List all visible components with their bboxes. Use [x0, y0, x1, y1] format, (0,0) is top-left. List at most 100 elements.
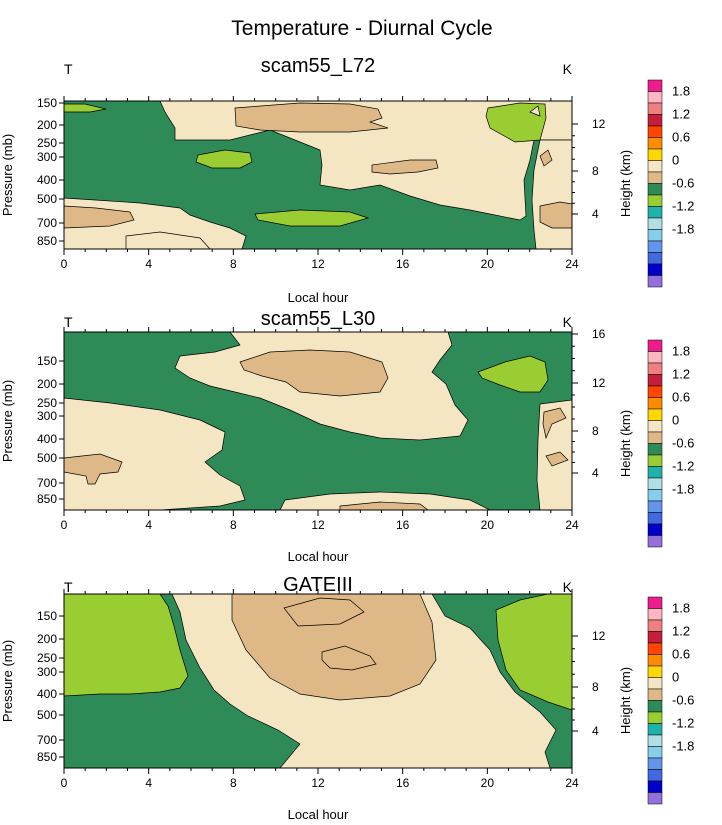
x-tick-label: 4: [145, 257, 152, 271]
x-tick-label: 4: [145, 776, 152, 790]
colorbar-swatch: [647, 137, 663, 150]
x-axis-label: Local hour: [288, 290, 349, 305]
right-tick-label: 12: [592, 629, 606, 643]
colorbar-swatch: [647, 734, 663, 747]
panel-scam55-l30: scam55_L30 T K Local hour Pressure (mb) …: [0, 308, 606, 564]
colorbar-tick-label: 1.8: [672, 344, 690, 359]
colorbar-tick-label: 0: [672, 413, 679, 428]
x-tick-label: 12: [311, 257, 325, 271]
colorbar-swatch: [647, 171, 663, 184]
y-tick-label: 850: [37, 750, 57, 764]
y-tick-label: 250: [37, 651, 57, 665]
colorbar-swatch: [647, 523, 663, 536]
contour-region: [283, 597, 365, 627]
colorbar-swatch: [647, 723, 663, 736]
contour-region: [231, 594, 437, 701]
y-tick-label: 500: [37, 708, 57, 722]
y-tick-label: 200: [37, 118, 57, 132]
colorbar-swatch: [647, 677, 663, 690]
colorbar-swatch: [647, 183, 663, 196]
colorbar-swatch: [647, 746, 663, 759]
colorbar-swatch: [647, 362, 663, 375]
contour-region: [239, 349, 389, 397]
colorbar-swatch: [647, 596, 663, 609]
colorbar-tick-label: -0.6: [672, 436, 694, 451]
contour-region: [539, 149, 553, 167]
colorbar-swatch: [647, 642, 663, 655]
contour-region: [545, 451, 569, 467]
colorbar-swatch: [647, 91, 663, 104]
colorbar-swatch: [647, 665, 663, 678]
right-tick-label: 8: [592, 424, 599, 438]
colorbar-swatch: [647, 420, 663, 433]
colorbar-tick-label: -0.6: [672, 176, 694, 191]
contour-region: [254, 209, 370, 227]
contour-region: [64, 397, 246, 510]
colorbar-swatch: [647, 780, 663, 793]
colorbar-swatch: [647, 397, 663, 410]
x-axis-label: Local hour: [288, 549, 349, 564]
colorbar-swatch: [647, 263, 663, 276]
contour-region: [64, 205, 135, 229]
colorbar-swatch: [647, 454, 663, 467]
x-tick-label: 0: [61, 776, 68, 790]
colorbar-swatch: [647, 688, 663, 701]
right-unit-label: K: [563, 579, 573, 595]
x-tick-label: 8: [230, 518, 237, 532]
colorbar-tick-label: 0: [672, 153, 679, 168]
y-tick-label: 150: [37, 609, 57, 623]
contour-region: [477, 355, 549, 393]
colorbar-tick-label: -1.2: [672, 199, 694, 214]
colorbar-label: Height (km): [618, 410, 633, 477]
colorbar-swatch: [647, 711, 663, 724]
colorbar-swatch: [647, 102, 663, 115]
y-tick-label: 300: [37, 409, 57, 423]
colorbar-tick-label: 0.6: [672, 647, 690, 662]
y-tick-label: 400: [37, 432, 57, 446]
x-tick-label: 20: [481, 518, 495, 532]
panel-title: GATEIII: [283, 574, 353, 596]
colorbar-swatch: [647, 619, 663, 632]
x-tick-label: 16: [396, 776, 410, 790]
contour-region: [279, 491, 491, 510]
colorbar-2: 1.8 1.2 0.6 0 -0.6 -1.2 -1.8 Height (km): [618, 339, 694, 548]
colorbar-swatch: [647, 512, 663, 525]
colorbar-swatch: [647, 700, 663, 713]
colorbar-swatch: [647, 500, 663, 513]
colorbar-swatch: [647, 385, 663, 398]
contour-region: [195, 149, 253, 169]
colorbar-tick-label: 1.8: [672, 84, 690, 99]
colorbar-swatch: [647, 79, 663, 92]
x-tick-label: 8: [230, 257, 237, 271]
colorbar-swatch: [647, 339, 663, 352]
y-axis-label: Pressure (mb): [0, 380, 15, 462]
colorbar-swatch: [647, 125, 663, 138]
colorbar-swatch: [647, 217, 663, 230]
x-tick-label: 12: [311, 776, 325, 790]
y-tick-label: 400: [37, 687, 57, 701]
x-tick-label: 24: [565, 518, 579, 532]
x-tick-label: 24: [565, 776, 579, 790]
colorbar-tick-label: -1.2: [672, 716, 694, 731]
colorbar-swatch: [647, 374, 663, 387]
y-tick-label: 300: [37, 150, 57, 164]
colorbar-swatch: [647, 631, 663, 644]
colorbar-swatch: [647, 160, 663, 173]
colorbar-swatch: [647, 408, 663, 421]
colorbar-tick-label: 0: [672, 670, 679, 685]
colorbar-swatch: [647, 535, 663, 548]
colorbar-swatch: [647, 757, 663, 770]
left-unit-label: T: [64, 314, 73, 330]
colorbar-swatch: [647, 114, 663, 127]
colorbar-tick-label: -1.8: [672, 222, 694, 237]
y-tick-label: 200: [37, 377, 57, 391]
x-tick-label: 8: [230, 776, 237, 790]
x-tick-label: 16: [396, 257, 410, 271]
colorbar-swatch: [647, 769, 663, 782]
contour-fill-panel-3: [64, 594, 572, 768]
colorbar-swatch: [647, 240, 663, 253]
colorbar-tick-label: 1.2: [672, 107, 690, 122]
